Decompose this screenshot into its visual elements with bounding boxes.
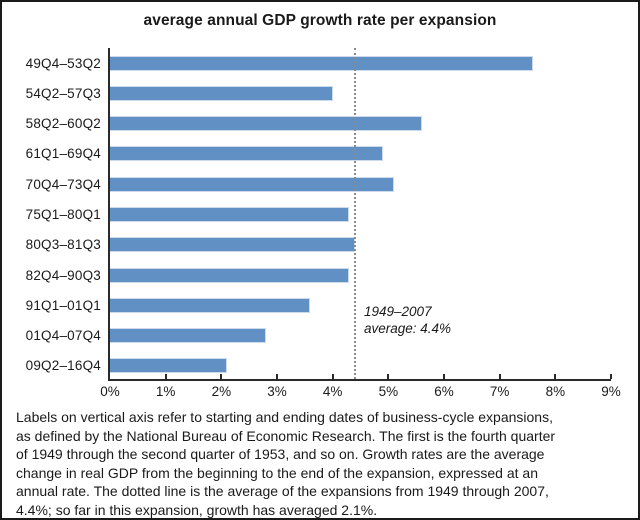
x-tick-label: 6% <box>434 384 454 399</box>
y-axis-label: 75Q1–80Q1 <box>25 206 101 222</box>
annotation-line-2: average: 4.4% <box>364 320 452 336</box>
x-tick-label: 0% <box>100 384 120 399</box>
x-tick-label: 5% <box>378 384 399 399</box>
bar-54Q2–57Q3 <box>110 85 333 101</box>
bar-01Q4–07Q4 <box>110 328 266 344</box>
x-tick-label: 7% <box>489 384 510 399</box>
bar-49Q4–53Q2 <box>110 55 534 71</box>
bar-75Q1–80Q1 <box>110 207 350 222</box>
y-axis-label: 91Q1–01Q1 <box>25 297 101 313</box>
average-reference-line <box>353 48 356 379</box>
bar-58Q2–60Q2 <box>110 116 422 132</box>
x-axis-tick <box>164 374 167 379</box>
chart-title: average annual GDP growth rate per expan… <box>143 12 497 29</box>
x-axis-tick <box>387 374 390 379</box>
x-tick-label: 8% <box>545 384 566 399</box>
x-axis-tick <box>276 374 278 379</box>
annotation-line-1: 1949–2007 <box>364 304 432 319</box>
x-axis-tick <box>554 374 557 379</box>
footnote: Labels on vertical axis refer to startin… <box>16 408 632 518</box>
bar-70Q4–73Q4 <box>110 176 394 192</box>
x-axis-tick <box>443 374 445 379</box>
y-axis-label: 70Q4–73Q4 <box>25 176 101 192</box>
footnote-line: as defined by the National Bureau of Eco… <box>16 427 556 444</box>
x-tick-label: 4% <box>322 384 343 399</box>
bar-80Q3–81Q3 <box>110 237 355 253</box>
footnote-line: change in real GDP from the beginning to… <box>16 464 538 481</box>
bar-09Q2–16Q4 <box>110 358 227 374</box>
footnote-line: Labels on vertical axis refer to startin… <box>16 409 553 425</box>
bar-82Q4–90Q3 <box>110 267 350 283</box>
y-axis-label: 09Q2–16Q4 <box>25 358 101 374</box>
footnote-line: of 1949 through the second quarter of 19… <box>16 446 545 463</box>
x-axis-tick <box>331 374 334 379</box>
bar-91Q1–01Q1 <box>110 297 311 313</box>
y-axis-label: 58Q2–60Q2 <box>25 116 101 132</box>
x-axis-tick <box>220 374 223 379</box>
bar-61Q1–69Q4 <box>110 146 383 162</box>
footnote-line: annual rate. The dotted line is the aver… <box>16 483 549 500</box>
x-tick-label: 9% <box>601 384 621 399</box>
x-axis-tick <box>610 374 612 379</box>
plot-area: 1949–2007 average: 4.4% <box>108 48 612 381</box>
y-axis-label: 61Q1–69Q4 <box>25 146 101 162</box>
footnote-line: 4.4%; so far in this expansion, growth h… <box>16 501 378 518</box>
x-tick-label: 2% <box>211 384 232 399</box>
y-axis-label: 49Q4–53Q2 <box>25 55 101 71</box>
y-axis-label: 01Q4–07Q4 <box>25 328 101 344</box>
y-axis-label: 80Q3–81Q3 <box>25 237 101 253</box>
x-tick-label: 1% <box>155 384 176 399</box>
x-tick-label: 3% <box>267 384 287 399</box>
reference-line-annotation: 1949–2007 average: 4.4% <box>364 304 451 337</box>
x-axis-tick <box>498 374 501 379</box>
y-axis-label: 82Q4–90Q3 <box>25 267 101 283</box>
y-axis-label: 54Q2–57Q3 <box>25 85 101 101</box>
